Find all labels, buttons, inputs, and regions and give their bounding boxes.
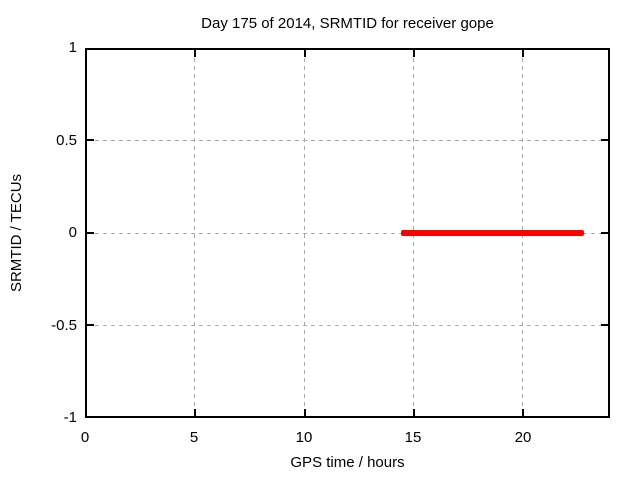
tick-left-m0p5 [87,324,94,326]
gridline-x-5 [194,50,195,416]
xtick-label-5: 5 [189,429,199,446]
srmtid-data-segment [401,230,584,236]
ytick-label-m1: -1 [63,409,77,426]
y-axis-label: SRMTID / TECUs [8,173,25,293]
tick-top-20 [522,50,524,57]
tick-bottom-10 [304,409,306,416]
ytick-label-m0p5: -0.5 [51,317,77,334]
xtick-label-10: 10 [295,429,313,446]
xtick-label-15: 15 [404,429,422,446]
tick-right-m0p5 [601,324,608,326]
gridline-y-m0p5 [87,325,608,326]
ytick-label-0: 0 [68,224,77,241]
gridline-y-0 [87,233,608,234]
tick-top-15 [413,50,415,57]
gridline-x-10 [304,50,305,416]
tick-top-10 [304,50,306,57]
tick-top-5 [194,50,196,57]
gridline-y-0p5 [87,140,608,141]
tick-right-0 [601,232,608,234]
chart-title: Day 175 of 2014, SRMTID for receiver gop… [201,15,494,32]
tick-left-0 [87,232,94,234]
tick-left-0p5 [87,139,94,141]
xtick-label-0: 0 [80,429,90,446]
plot-area [85,48,610,418]
xtick-label-20: 20 [514,429,532,446]
tick-bottom-5 [194,409,196,416]
tick-right-0p5 [601,139,608,141]
x-axis-label: GPS time / hours [290,454,405,471]
tick-bottom-20 [522,409,524,416]
tick-bottom-15 [413,409,415,416]
ytick-label-1: 1 [68,39,77,56]
ytick-label-0p5: 0.5 [56,132,77,149]
